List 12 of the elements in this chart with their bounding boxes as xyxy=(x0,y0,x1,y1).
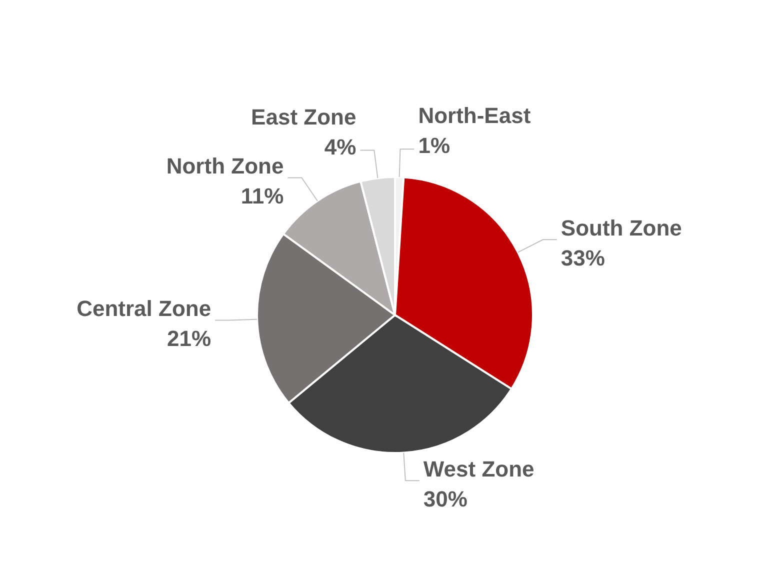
slice-label: West Zone xyxy=(423,456,534,482)
slice-label: North Zone xyxy=(166,154,284,179)
data-label: 11% xyxy=(240,184,284,209)
data-label: 21% xyxy=(167,326,212,352)
data-label: 4% xyxy=(324,134,356,160)
data-label: 30% xyxy=(423,486,468,512)
slice-label: South Zone xyxy=(560,216,682,241)
data-label: 33% xyxy=(560,246,605,271)
slice-label: East Zone xyxy=(251,104,356,130)
data-label: 1% xyxy=(418,133,450,158)
slice-label: North-East xyxy=(418,103,532,128)
slice-label: Central Zone xyxy=(76,296,212,322)
